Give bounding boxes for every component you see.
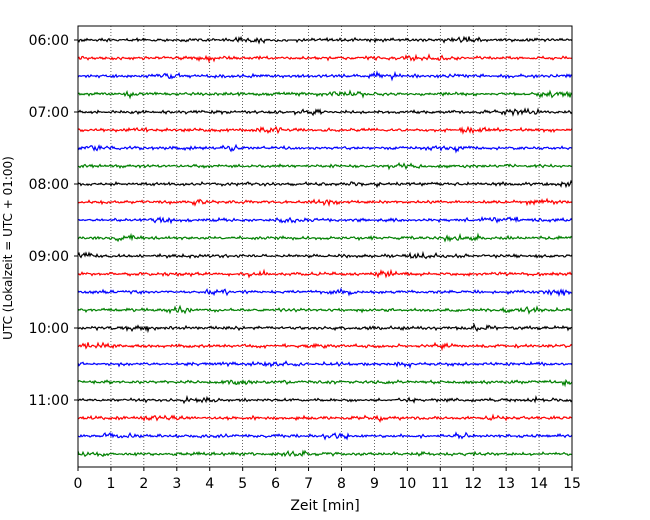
x-tick-label: 10 — [398, 476, 416, 492]
y-tick-label: 09:00 — [29, 249, 69, 265]
x-tick-label: 11 — [431, 476, 449, 492]
seismogram-trace — [77, 360, 573, 370]
x-tick-label: 9 — [370, 476, 379, 492]
seismogram-trace — [77, 250, 573, 260]
x-tick-label: 12 — [464, 476, 482, 492]
x-tick-label: 0 — [74, 476, 83, 492]
x-tick-label: 7 — [304, 476, 313, 492]
x-tick-label: 5 — [238, 476, 247, 492]
seismogram-trace — [77, 179, 573, 189]
seismogram-trace — [77, 322, 573, 334]
x-tick-label: 13 — [497, 476, 515, 492]
y-axis-label: UTC (Lokalzeit = UTC + 01:00) — [1, 156, 15, 340]
seismogram-trace — [77, 70, 573, 82]
x-axis-ticks: 0 1 2 3 4 5 6 7 8 9 10 11 12 13 14 15 — [74, 467, 581, 492]
seismogram-trace — [77, 287, 573, 298]
seismogram-trace — [77, 107, 573, 117]
seismogram-trace — [77, 125, 573, 135]
seismogram-trace — [77, 53, 573, 64]
seismogram-trace — [77, 449, 573, 458]
seismogram-trace — [77, 378, 573, 388]
seismogram-trace — [77, 143, 573, 154]
y-tick-label: 06:00 — [29, 33, 69, 49]
seismogram-trace — [77, 35, 573, 45]
x-axis-label: Zeit [min] — [290, 498, 359, 514]
seismogram-trace — [77, 89, 573, 100]
x-tick-label: 2 — [139, 476, 148, 492]
traces-layer — [77, 35, 573, 458]
x-tick-label: 8 — [337, 476, 346, 492]
seismogram-trace — [77, 215, 573, 225]
x-tick-label: 3 — [172, 476, 181, 492]
y-axis-ticks: 06:00 07:00 08:00 09:00 10:00 11:00 — [29, 33, 78, 409]
y-tick-label: 07:00 — [29, 105, 69, 121]
x-tick-label: 14 — [530, 476, 548, 492]
seismogram-trace — [77, 197, 573, 208]
plot-frame — [77, 25, 573, 468]
seismogram-trace — [77, 413, 573, 423]
y-tick-label: 10:00 — [29, 321, 69, 337]
seismogram-trace — [77, 341, 573, 352]
x-tick-label: 4 — [205, 476, 214, 492]
seismogram-trace — [77, 162, 573, 171]
seismogram-trace — [77, 232, 573, 243]
x-tick-label: 6 — [271, 476, 280, 492]
y-tick-label: 11:00 — [29, 393, 69, 409]
x-tick-label: 1 — [106, 476, 115, 492]
seismogram-trace — [77, 394, 573, 405]
y-tick-label: 08:00 — [29, 177, 69, 193]
seismogram-trace — [77, 304, 573, 315]
x-tick-label: 15 — [563, 476, 581, 492]
seismogram-trace — [77, 431, 573, 441]
seismogram-trace — [77, 268, 573, 279]
